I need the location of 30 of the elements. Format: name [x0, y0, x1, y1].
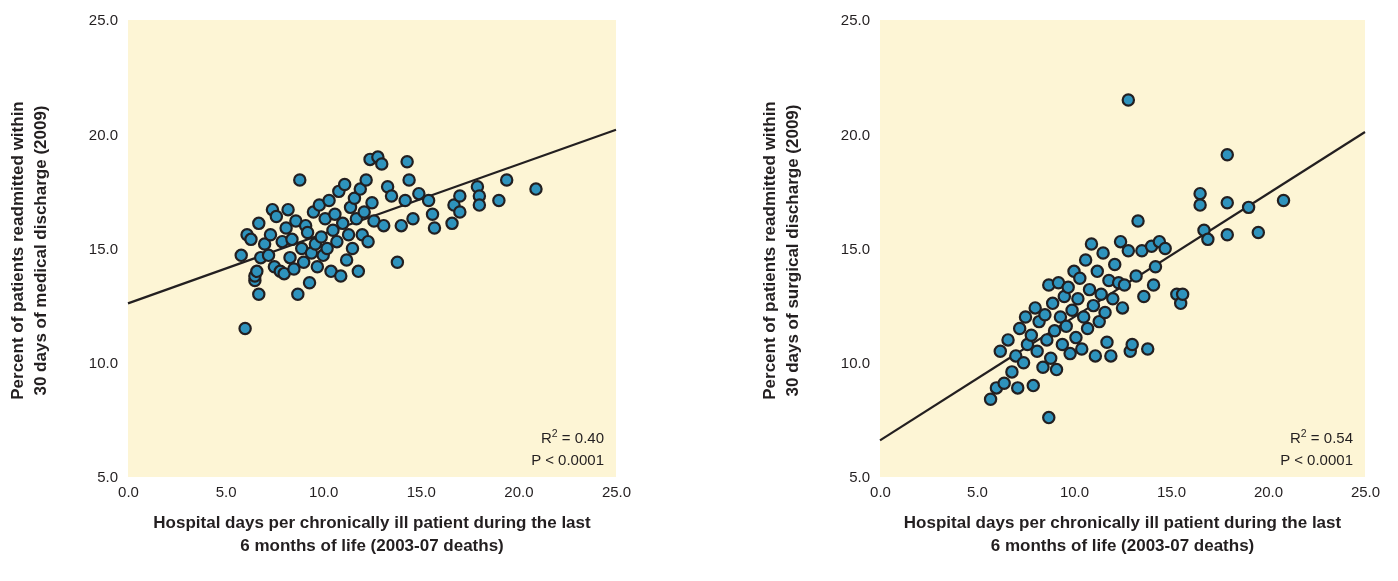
annotation: R$^{2}$ = 0.54 [1290, 427, 1353, 446]
y-tick-label: 5.0 [97, 468, 118, 486]
x-tick-label: 5.0 [967, 482, 988, 500]
x-axis-title: Hospital days per chronically ill patient during the last 6 months of life (2003-07 deaths) [153, 513, 592, 555]
x-tick-label: 25.0 [1350, 482, 1381, 500]
y-tick-label: 5.0 [849, 468, 870, 486]
y-tick-label: 25.0 [88, 11, 118, 29]
y-axis-title: Percent of patients readmitted within 30 days of medical discharge (2009) [8, 101, 50, 400]
x-tick-label: 5.0 [215, 482, 237, 500]
x-tick-label: 15.0 [1156, 482, 1187, 500]
y-tick-label: 20.0 [88, 125, 118, 143]
x-tick-label: 0.0 [118, 482, 139, 500]
x-axis-title: Hospital days per chronically ill patient during the last 6 months of life (2003-07 deaths) [903, 513, 1342, 555]
y-tick-label: 10.0 [840, 354, 870, 372]
x-tick-label: 10.0 [309, 482, 339, 500]
y-tick-label: 20.0 [840, 125, 870, 143]
x-tick-label: 20.0 [504, 482, 534, 500]
x-tick-label: 15.0 [406, 482, 436, 500]
x-tick-label: 20.0 [1253, 482, 1284, 500]
x-tick-label: 0.0 [870, 482, 891, 500]
annotation: P < 0.0001 [1280, 451, 1353, 468]
y-tick-label: 25.0 [840, 11, 870, 29]
annotation: P < 0.0001 [531, 451, 604, 468]
y-tick-label: 15.0 [840, 239, 870, 257]
y-axis-title: Percent of patients readmitted within 30 days of surgical discharge (2009) [760, 101, 802, 400]
y-tick-label: 10.0 [88, 354, 118, 372]
x-tick-label: 10.0 [1059, 482, 1090, 500]
x-tick-label: 25.0 [601, 482, 632, 500]
y-tick-label: 15.0 [88, 239, 118, 257]
annotation: R$^{2}$ = 0.40 [541, 427, 604, 446]
